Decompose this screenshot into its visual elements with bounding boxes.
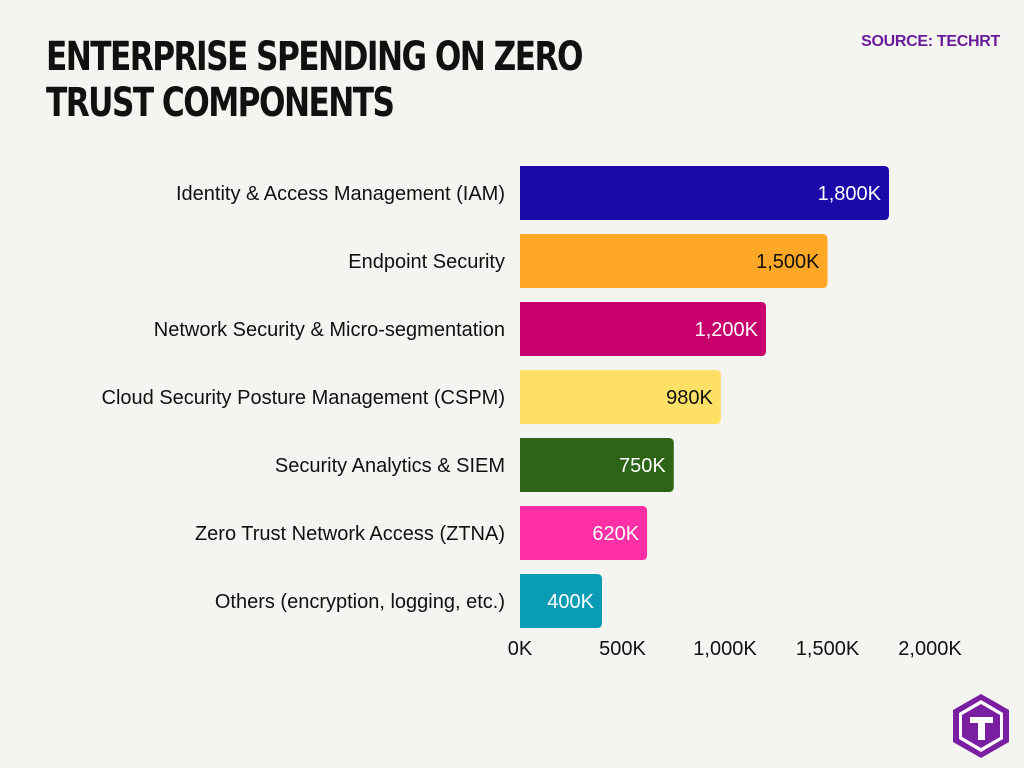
bar [520,166,889,220]
x-tick-label: 0K [508,638,533,660]
bar [520,302,766,356]
value-label: 750K [619,455,666,477]
category-label: Others (encryption, logging, etc.) [215,591,505,613]
category-label: Endpoint Security [348,251,505,273]
value-label: 1,800K [818,183,882,205]
category-label: Network Security & Micro-segmentation [154,319,505,341]
value-label: 1,500K [756,251,820,273]
x-tick-label: 1,500K [796,638,860,660]
source-label: SOURCE: TECHRT [861,33,1000,50]
techrt-logo-icon [953,694,1009,758]
x-tick-label: 2,000K [898,638,962,660]
category-label: Zero Trust Network Access (ZTNA) [195,523,505,545]
bar [520,234,828,288]
category-label: Security Analytics & SIEM [275,455,505,477]
value-label: 1,200K [695,319,759,341]
bar [520,370,721,424]
x-tick-label: 1,000K [693,638,757,660]
bar [520,438,674,492]
bar [520,506,648,560]
chart-title: ENTERPRISE SPENDING ON ZERO TRUST COMPON… [46,34,583,126]
category-label: Cloud Security Posture Management (CSPM) [102,387,506,409]
category-label: Identity & Access Management (IAM) [176,183,505,205]
bar [520,574,602,628]
value-label: 620K [592,523,639,545]
value-label: 980K [666,387,713,409]
value-label: 400K [547,591,594,613]
x-tick-label: 500K [599,638,646,660]
